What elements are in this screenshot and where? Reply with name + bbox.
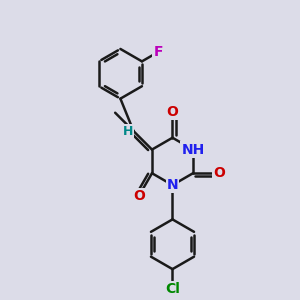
Text: O: O [167, 105, 178, 119]
Text: Cl: Cl [165, 282, 180, 296]
Text: H: H [122, 124, 133, 138]
Text: NH: NH [182, 142, 205, 157]
Text: N: N [167, 178, 178, 192]
Text: F: F [154, 45, 163, 59]
Text: O: O [213, 166, 225, 180]
Text: O: O [133, 189, 145, 203]
